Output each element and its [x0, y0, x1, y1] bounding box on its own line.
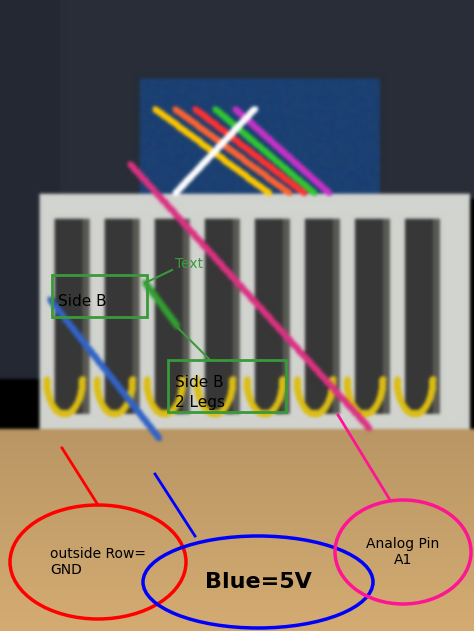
Text: outside Row=
GND: outside Row= GND — [50, 547, 146, 577]
Bar — [52, 275, 147, 317]
Text: Side B: Side B — [58, 295, 107, 310]
Bar — [168, 360, 286, 412]
Text: Side B
2 Legs: Side B 2 Legs — [175, 375, 225, 410]
Text: Analog Pin
A1: Analog Pin A1 — [366, 537, 439, 567]
Text: Text: Text — [175, 257, 203, 271]
Text: Blue=5V: Blue=5V — [205, 572, 311, 592]
